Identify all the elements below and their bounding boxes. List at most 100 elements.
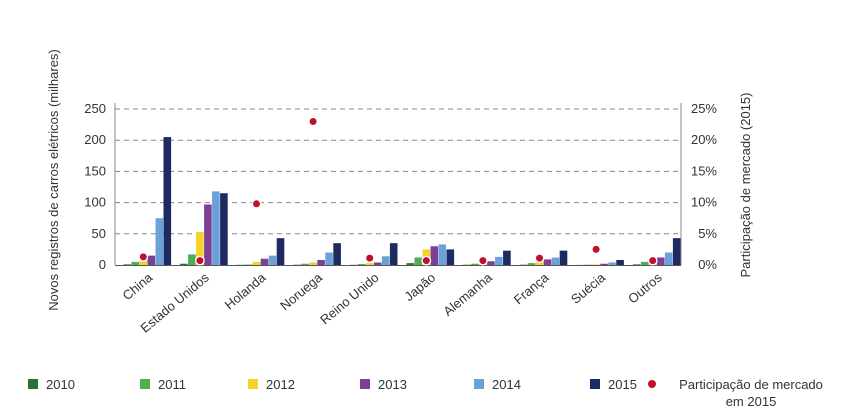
bar-2013-2 [260,258,269,265]
y2-tick-label: 20% [691,132,717,147]
bar-2011-6 [471,263,479,265]
chart: 0 50 100 150 200 250 0% 5% 10% 15% 20% 25% ChinaEs… [46,49,753,335]
bar-2014-8 [608,262,616,265]
bar-2011-3 [301,263,309,265]
category-label: Suécia [568,269,609,307]
legend-swatch [140,379,150,389]
bar-2014-0 [155,218,164,265]
bar-2015-1 [220,193,228,265]
market-share-dot-7 [534,253,545,264]
bar-2012-1 [196,231,204,265]
market-share-dot-4 [364,253,375,264]
left-tick-labels: 0 50 100 150 200 250 [84,101,106,272]
bar-2010-9 [632,264,641,265]
bar-2011-7 [527,263,536,265]
category-label: França [511,269,552,307]
bar-2013-3 [317,260,325,265]
bar-2012-2 [252,261,261,265]
bar-2011-1 [188,254,196,265]
bar-2011-4 [357,264,366,265]
legend-item-2012: 2012 [248,376,295,393]
market-share-dot-2 [251,198,262,209]
bar-2011-9 [640,261,649,265]
legend-item-market-share: Participação de mercado em 2015 [648,376,836,410]
bar-2013-6 [487,261,495,265]
market-share-markers [138,116,658,266]
market-share-dot-9 [647,255,658,266]
legend-swatch [248,379,258,389]
legend-dot [648,380,656,388]
y-tick-label: 250 [84,101,106,116]
category-label: China [120,269,156,303]
legend-label: 2011 [158,377,186,392]
category-label: Noruega [277,269,325,313]
bar-2015-3 [333,243,341,265]
bar-2014-6 [495,256,503,265]
legend-item-2015: 2015 [590,376,637,393]
bar-2014-4 [381,256,390,265]
axes [114,103,682,266]
y-axis-label: Novos registros de carros elétricos (mil… [46,49,61,311]
market-share-dot-6 [477,255,488,266]
bar-2014-2 [268,255,277,265]
gridlines [115,108,681,235]
bar-2015-5 [446,249,455,265]
bar-2015-2 [276,238,285,265]
bar-2015-4 [389,243,398,265]
legend-label: em 2015 [725,394,777,409]
bar-2013-1 [204,204,212,265]
bar-2015-7 [559,250,568,265]
bar-2013-7 [543,259,552,265]
legend-item-2010: 2010 [28,376,75,393]
bar-2014-3 [325,252,333,265]
market-share-dot-8 [591,244,601,255]
legend-label: 2013 [378,377,407,392]
legend-swatch [28,379,38,389]
legend-label: 2010 [46,377,75,392]
bar-2011-5 [414,257,423,265]
legend-label: 2015 [608,377,637,392]
legend-swatch [474,379,484,389]
legend-swatch [590,379,600,389]
bar-2012-4 [365,263,374,265]
market-share-dot-0 [138,251,149,262]
bar-2013-5 [430,246,439,265]
bar-2015-8 [616,260,624,265]
bar-2013-8 [600,263,608,265]
right-tick-labels: 0% 5% 10% 15% 20% 25% [691,101,717,272]
bar-2014-9 [664,252,673,265]
legend-label: Participação de mercado [679,377,823,392]
market-share-dot-5 [421,255,432,266]
legend-label: 2014 [492,377,521,392]
bar-2010-0 [123,264,132,265]
bar-2011-0 [131,261,140,265]
legend-swatch [360,379,370,389]
bar-2013-0 [147,255,156,265]
bar-2014-7 [551,257,560,265]
y2-axis-label: Participação de mercado (2015) [738,93,753,278]
bar-2015-6 [503,250,511,265]
bar-2015-9 [672,238,681,265]
bar-2012-3 [309,262,317,265]
y2-tick-label: 25% [691,101,717,116]
category-label: Reino Unido [317,270,381,327]
bar-2015-0 [163,137,172,265]
y-tick-label: 150 [84,163,106,178]
legend-item-2011: 2011 [140,376,186,393]
market-share-dot-3 [308,116,318,127]
legend: 2010 2011 2012 2013 2014 2015 Participação de … [0,374,857,418]
y-tick-label: 0 [99,257,106,272]
legend-label-wrap: Participação de mercado em 2015 [666,376,836,410]
bar-2010-5 [406,263,415,265]
legend-label: 2012 [266,377,295,392]
legend-item-2014: 2014 [474,376,521,393]
bar-2012-0 [139,258,148,265]
y-tick-label: 50 [92,226,106,241]
y-tick-label: 200 [84,132,106,147]
market-share-dot-1 [194,255,205,266]
bar-2014-1 [212,191,220,265]
bar-2011-2 [244,264,253,265]
legend-item-2013: 2013 [360,376,407,393]
y2-tick-label: 0% [698,257,717,272]
